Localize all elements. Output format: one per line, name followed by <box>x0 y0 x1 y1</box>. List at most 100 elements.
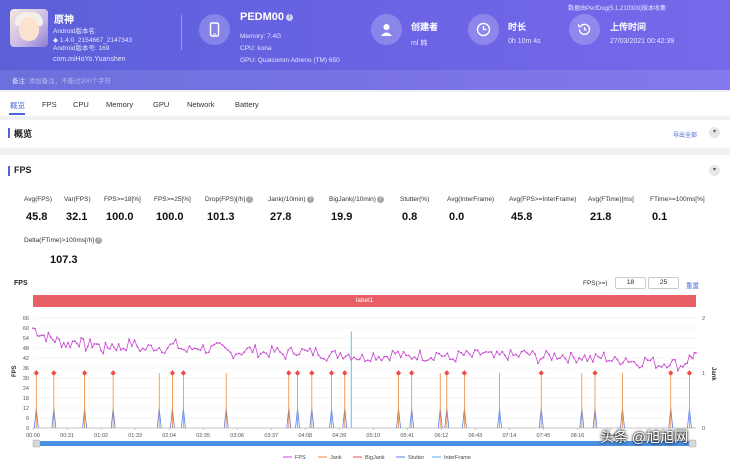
fps-point <box>646 359 649 362</box>
fps-point <box>147 344 150 346</box>
y-tick-label: 18 <box>23 396 29 402</box>
fps-point <box>377 355 380 358</box>
fps-point <box>317 354 320 357</box>
fps-point <box>82 338 85 341</box>
fps-point <box>388 359 391 362</box>
tab-overview[interactable]: 概览 <box>10 101 25 110</box>
fps-point <box>152 349 155 352</box>
help-icon[interactable]: ? <box>246 196 254 203</box>
fps-point <box>344 355 347 358</box>
fps-point <box>611 360 613 362</box>
fps-point <box>144 349 147 351</box>
y2-tick-label: 1 <box>702 371 705 377</box>
perfdog-version: 数据由PerfDog(5.1.210300)版本收集 <box>568 6 667 12</box>
fps-point <box>183 348 185 351</box>
help-icon[interactable]: ? <box>376 196 384 203</box>
fps-point <box>339 352 342 354</box>
metric-value: 32.1 <box>66 211 88 223</box>
y-tick-label: 42 <box>23 356 29 362</box>
tab-network[interactable]: Network <box>187 100 215 109</box>
metric-value: 19.9 <box>331 211 353 223</box>
remark-bar[interactable]: 备注: 添加备注，不能过200个字符 <box>0 70 730 90</box>
fps-filter-max-input[interactable]: 25 <box>648 277 679 289</box>
x-tick-label: 08:47 <box>605 433 619 439</box>
help-icon[interactable]: ? <box>306 196 314 203</box>
y-tick-label: 54 <box>23 336 29 342</box>
fps-point <box>602 351 605 354</box>
fps-point <box>479 353 482 356</box>
bigjank-marker <box>294 370 301 376</box>
fps-point <box>325 359 328 362</box>
fps-point <box>440 355 443 357</box>
fps-point <box>375 359 377 361</box>
fps-point <box>207 351 210 354</box>
y-tick-label: 24 <box>23 386 29 392</box>
fps-point <box>690 355 692 358</box>
fps-point <box>141 347 144 350</box>
x-tick-label: 05:41 <box>400 433 414 439</box>
fps-point <box>622 361 624 364</box>
bigjank-marker <box>686 370 693 376</box>
export-all-link[interactable]: 导出全部 <box>673 133 698 139</box>
fps-filter-min-input[interactable]: 18 <box>615 277 646 289</box>
fps-point <box>97 343 100 346</box>
fps-point <box>130 345 133 347</box>
fps-point <box>616 358 619 361</box>
tab-gpu[interactable]: GPU <box>153 100 170 109</box>
fps-point <box>76 342 78 345</box>
fps-point <box>215 342 218 344</box>
overview-collapse-icon[interactable]: ▾ <box>709 127 720 138</box>
metric-value: 0.0 <box>449 211 465 223</box>
reset-button[interactable]: 重置 <box>686 283 699 290</box>
fps-point <box>691 357 694 360</box>
fps-point <box>537 362 539 365</box>
metric-label: Stutter(%) <box>400 196 430 203</box>
chart-title: FPS <box>14 280 28 287</box>
fps-point <box>473 349 476 351</box>
fps-point <box>520 350 523 353</box>
fps-point <box>210 345 213 348</box>
tab-fps[interactable]: FPS <box>42 100 57 109</box>
fps-point <box>460 351 462 354</box>
fps-point <box>413 356 416 359</box>
fps-point <box>679 365 682 367</box>
help-icon[interactable]: ? <box>95 237 103 244</box>
fps-point <box>174 338 177 341</box>
metric-value: 45.8 <box>26 211 48 223</box>
fps-point <box>161 351 163 354</box>
device-info-icon[interactable]: i <box>286 13 294 21</box>
fps-point <box>102 352 105 355</box>
metric-label: BigJank(/10min)? <box>329 196 384 203</box>
fps-point <box>355 358 358 361</box>
fps-panel: FPS ▾ <box>0 155 730 463</box>
label-band: label1 <box>33 295 696 307</box>
x-tick-label: 01:33 <box>128 433 142 439</box>
fps-point <box>73 340 76 342</box>
tab-memory[interactable]: Memory <box>106 100 134 109</box>
fps-point <box>232 357 235 360</box>
fps-point <box>386 355 388 358</box>
fps-point <box>265 352 268 355</box>
fps-point <box>421 359 424 362</box>
remark-input[interactable]: 添加备注，不能过200个字符 <box>28 78 111 85</box>
fps-point <box>550 359 553 361</box>
metric-label: FTime>=100ms[%] <box>650 196 705 203</box>
y2-axis-label: Jank <box>710 367 716 381</box>
metric-value: 101.3 <box>207 211 235 223</box>
fps-point <box>306 350 309 353</box>
legend-label: BigJank <box>365 455 385 461</box>
fps-point <box>575 361 578 364</box>
fps-point <box>91 346 94 349</box>
fps-collapse-icon[interactable]: ▾ <box>709 165 720 176</box>
fps-point <box>364 360 366 363</box>
metric-value: 100.0 <box>156 211 184 223</box>
fps-point <box>613 355 616 358</box>
tab-cpu[interactable]: CPU <box>73 100 89 109</box>
fps-point <box>449 358 452 361</box>
fps-point <box>237 352 240 355</box>
fps-point <box>572 356 575 359</box>
x-tick-label: 04:39 <box>332 433 346 439</box>
tab-battery[interactable]: Battery <box>235 100 259 109</box>
fps-point <box>361 353 364 356</box>
fps-point <box>270 345 273 347</box>
